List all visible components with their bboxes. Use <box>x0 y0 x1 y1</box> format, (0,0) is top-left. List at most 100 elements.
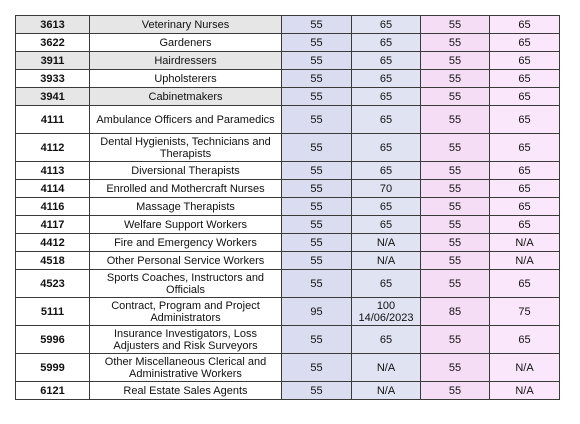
value-cell-3: 85 <box>420 297 490 326</box>
occupation-code: 5999 <box>15 353 90 382</box>
occupation-title: Veterinary Nurses <box>89 15 282 34</box>
table-row: 5996 Insurance Investigators, Loss Adjus… <box>15 325 560 354</box>
occupation-code: 4412 <box>15 233 90 252</box>
table-row: 3941 Cabinetmakers 55 65 55 65 <box>15 87 560 106</box>
table-row: 6121 Real Estate Sales Agents 55 N/A 55 … <box>15 381 560 400</box>
value-cell-4: N/A <box>489 251 560 270</box>
occupation-code: 4518 <box>15 251 90 270</box>
value-cell-4: 65 <box>489 197 560 216</box>
occupation-code: 3911 <box>15 51 90 70</box>
table-row: 3622 Gardeners 55 65 55 65 <box>15 33 560 52</box>
value-cell-1: 55 <box>281 215 352 234</box>
occupation-code: 4523 <box>15 269 90 298</box>
table-row: 4111 Ambulance Officers and Paramedics 5… <box>15 105 560 134</box>
value-cell-4: N/A <box>489 233 560 252</box>
value-cell-4: 65 <box>489 133 560 162</box>
value-cell-3: 55 <box>420 161 490 180</box>
value-cell-1: 55 <box>281 69 352 88</box>
value-text: 100 <box>376 299 396 312</box>
occupation-title: Sports Coaches, Instructors and Official… <box>89 269 282 298</box>
table-row: 5999 Other Miscellaneous Clerical and Ad… <box>15 353 560 382</box>
occupation-title: Upholsterers <box>89 69 282 88</box>
value-cell-2: 65 <box>351 87 421 106</box>
occupation-title: Welfare Support Workers <box>89 215 282 234</box>
value-cell-3: 55 <box>420 69 490 88</box>
value-cell-2: N/A <box>351 353 421 382</box>
occupation-title: Enrolled and Mothercraft Nurses <box>89 179 282 198</box>
value-cell-1: 55 <box>281 233 352 252</box>
occupation-title: Hairdressers <box>89 51 282 70</box>
value-cell-1: 55 <box>281 251 352 270</box>
value-cell-1: 55 <box>281 353 352 382</box>
table-row: 4114 Enrolled and Mothercraft Nurses 55 … <box>15 179 560 198</box>
value-cell-4: N/A <box>489 353 560 382</box>
value-cell-1: 55 <box>281 105 352 134</box>
value-cell-2: 65 <box>351 161 421 180</box>
value-cell-1: 55 <box>281 325 352 354</box>
occupation-title: Insurance Investigators, Loss Adjusters … <box>89 325 282 354</box>
value-cell-2: 70 <box>351 179 421 198</box>
value-cell-1: 55 <box>281 269 352 298</box>
value-cell-1: 55 <box>281 51 352 70</box>
value-cell-3: 55 <box>420 215 490 234</box>
value-cell-4: 75 <box>489 297 560 326</box>
value-cell-1: 55 <box>281 197 352 216</box>
value-cell-1: 55 <box>281 33 352 52</box>
value-cell-3: 55 <box>420 353 490 382</box>
value-cell-4: 65 <box>489 269 560 298</box>
value-cell-4: 65 <box>489 161 560 180</box>
value-cell-2: N/A <box>351 251 421 270</box>
value-cell-4: 65 <box>489 15 560 34</box>
value-cell-2: 65 <box>351 15 421 34</box>
table-row: 4412 Fire and Emergency Workers 55 N/A 5… <box>15 233 560 252</box>
occupation-title: Cabinetmakers <box>89 87 282 106</box>
value-cell-3: 55 <box>420 15 490 34</box>
value-cell-2: N/A <box>351 233 421 252</box>
occupation-table: 3613 Veterinary Nurses 55 65 55 65 3622 … <box>15 15 560 400</box>
occupation-code: 3941 <box>15 87 90 106</box>
value-cell-1: 55 <box>281 15 352 34</box>
value-cell-2: N/A <box>351 381 421 400</box>
occupation-code: 5996 <box>15 325 90 354</box>
value-cell-1: 55 <box>281 161 352 180</box>
value-cell-3: 55 <box>420 381 490 400</box>
table-row: 4112 Dental Hygienists, Technicians and … <box>15 133 560 162</box>
occupation-title: Massage Therapists <box>89 197 282 216</box>
occupation-code: 6121 <box>15 381 90 400</box>
value-cell-2: 65 <box>351 215 421 234</box>
value-cell-2: 65 <box>351 51 421 70</box>
occupation-title: Other Miscellaneous Clerical and Adminis… <box>89 353 282 382</box>
value-cell-1: 55 <box>281 87 352 106</box>
value-cell-2: 65 <box>351 269 421 298</box>
occupation-title: Dental Hygienists, Technicians and Thera… <box>89 133 282 162</box>
table-row: 4116 Massage Therapists 55 65 55 65 <box>15 197 560 216</box>
value-cell-2: 65 <box>351 69 421 88</box>
occupation-code: 4114 <box>15 179 90 198</box>
table-row: 5111 Contract, Program and Project Admin… <box>15 297 560 326</box>
value-cell-3: 55 <box>420 105 490 134</box>
value-cell-4: 65 <box>489 179 560 198</box>
occupation-code: 5111 <box>15 297 90 326</box>
value-cell-2: 65 <box>351 33 421 52</box>
occupation-code: 4117 <box>15 215 90 234</box>
value-cell-2: 65 <box>351 105 421 134</box>
value-cell-3: 55 <box>420 51 490 70</box>
occupation-title: Other Personal Service Workers <box>89 251 282 270</box>
value-cell-3: 55 <box>420 179 490 198</box>
occupation-title: Diversional Therapists <box>89 161 282 180</box>
occupation-title: Fire and Emergency Workers <box>89 233 282 252</box>
table-row: 3613 Veterinary Nurses 55 65 55 65 <box>15 15 560 34</box>
table-row: 3933 Upholsterers 55 65 55 65 <box>15 69 560 88</box>
occupation-title: Gardeners <box>89 33 282 52</box>
value-cell-3: 55 <box>420 251 490 270</box>
value-cell-2: 65 <box>351 133 421 162</box>
value-cell-4: 65 <box>489 215 560 234</box>
value-cell-1: 55 <box>281 381 352 400</box>
value-cell-4: 65 <box>489 105 560 134</box>
value-cell-4: 65 <box>489 33 560 52</box>
value-cell-2: 100 14/06/2023 <box>351 297 421 326</box>
value-cell-3: 55 <box>420 133 490 162</box>
value-cell-4: N/A <box>489 381 560 400</box>
value-cell-1: 95 <box>281 297 352 326</box>
